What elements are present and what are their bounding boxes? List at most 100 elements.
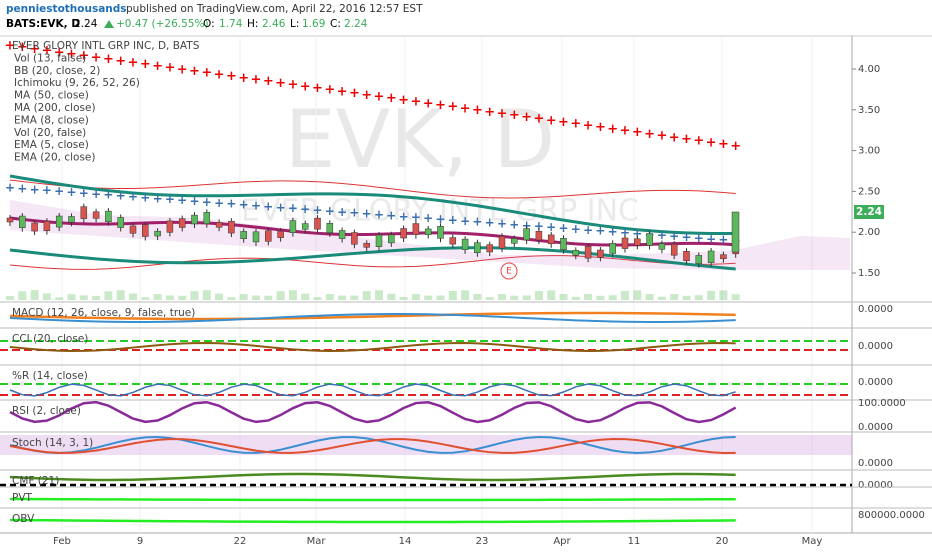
legend-entry: Vol (13, false) xyxy=(14,52,86,64)
time-tick-label: 23 xyxy=(476,536,489,547)
sar-cross: + xyxy=(300,79,311,94)
candle xyxy=(117,217,124,228)
time-tick-label: 14 xyxy=(399,536,412,547)
indicator-line xyxy=(9,383,736,397)
kijun-cross: + xyxy=(583,223,593,237)
sar-cross: + xyxy=(251,73,262,88)
kijun-cross: + xyxy=(534,219,544,233)
candle xyxy=(634,238,641,246)
candle xyxy=(92,211,100,219)
volume-bar xyxy=(67,294,76,300)
candle xyxy=(363,243,370,248)
sar-cross: + xyxy=(398,93,409,108)
sar-cross: + xyxy=(546,113,557,128)
candle xyxy=(731,211,740,253)
candle xyxy=(31,222,38,232)
kijun-cross: + xyxy=(226,197,236,211)
kijun-cross: + xyxy=(54,184,64,198)
kijun-cross: + xyxy=(116,189,126,203)
volume-bar xyxy=(30,290,39,300)
sar-cross: + xyxy=(632,125,643,140)
candle xyxy=(658,243,666,250)
sar-cross: + xyxy=(386,91,397,106)
sar-cross: + xyxy=(484,105,495,120)
panel-label: MACD (12, 26, close, 9, false, true) xyxy=(12,307,195,319)
volume-bar xyxy=(571,296,580,300)
time-tick-label: Feb xyxy=(53,536,71,547)
legend-entry: EMA (20, close) xyxy=(14,152,96,164)
panel-tick-label: 0.0000 xyxy=(858,458,893,469)
sar-cross: + xyxy=(656,129,667,144)
volume-bar xyxy=(498,294,506,300)
volume-bar xyxy=(657,296,666,300)
candle xyxy=(584,246,592,259)
panel-tick-label: 100.0000 xyxy=(858,398,906,409)
kijun-cross: + xyxy=(435,212,445,226)
volume-bar xyxy=(325,294,334,300)
candle xyxy=(351,232,358,245)
sar-cross: + xyxy=(275,76,286,91)
candle xyxy=(597,249,604,258)
sar-cross: + xyxy=(263,74,274,89)
user[interactable]: penniestothousands xyxy=(6,3,127,15)
panel-tick-label: 0.0000 xyxy=(858,480,893,491)
sar-cross: + xyxy=(189,64,200,79)
kijun-cross: + xyxy=(288,201,298,215)
volume-bar xyxy=(694,295,703,300)
kijun-cross: + xyxy=(276,200,286,214)
candle xyxy=(105,210,112,222)
symbol-high: 2.46 xyxy=(262,18,286,30)
volume-bar xyxy=(116,290,125,300)
candle xyxy=(486,244,493,253)
indicator-line xyxy=(9,497,736,502)
volume-bar xyxy=(424,295,433,300)
kijun-cross: + xyxy=(386,208,396,222)
sar-cross: + xyxy=(29,42,40,57)
kijun-cross: + xyxy=(5,181,15,195)
price-tick-label: 1.50 xyxy=(858,268,880,279)
candle xyxy=(338,230,346,239)
kijun-cross: + xyxy=(608,225,618,239)
volume-bar xyxy=(239,294,248,300)
sar-cross: + xyxy=(226,69,237,84)
price-tick-label: 3.00 xyxy=(858,146,880,157)
candle xyxy=(314,217,321,230)
volume-bar xyxy=(338,295,347,300)
kijun-cross: + xyxy=(620,226,630,240)
sar-cross: + xyxy=(91,50,102,65)
volume-bar xyxy=(362,291,371,300)
volume-bar xyxy=(633,290,642,300)
sar-cross: + xyxy=(41,44,52,59)
symbol-bar: BATS:EVK, D2.24 +0.47 (+26.55%)O: 1.74 H: 2.… xyxy=(6,18,368,30)
candle xyxy=(609,243,616,254)
volume-bar xyxy=(522,295,531,300)
volume-bar xyxy=(596,295,605,300)
sar-cross: + xyxy=(337,84,348,99)
kijun-cross: + xyxy=(448,213,458,227)
volume-bar xyxy=(448,291,457,300)
volume-bar xyxy=(608,295,617,300)
indicator-line xyxy=(9,472,736,482)
sar-cross: + xyxy=(460,101,471,116)
kijun-cross: + xyxy=(349,206,359,220)
sar-cross: + xyxy=(718,137,729,152)
candle xyxy=(6,217,14,223)
sar-cross: + xyxy=(681,132,692,147)
symbol-low-label: L: xyxy=(290,18,299,30)
panel-label: RSI (2, close) xyxy=(12,405,81,417)
indicator-line xyxy=(9,311,736,321)
event-marker[interactable] xyxy=(500,262,518,280)
candle xyxy=(129,225,137,234)
indicator-line xyxy=(9,342,736,352)
kijun-cross: + xyxy=(153,191,163,205)
sar-cross: + xyxy=(287,78,298,93)
sar-cross: + xyxy=(312,81,323,96)
volume-bar xyxy=(288,290,297,300)
price-tick-label: 2.00 xyxy=(858,227,880,238)
kijun-cross: + xyxy=(103,188,113,202)
volume-bar xyxy=(584,294,593,300)
volume-bar xyxy=(621,290,629,300)
sar-cross: + xyxy=(693,134,704,149)
event-label: E xyxy=(506,267,512,277)
